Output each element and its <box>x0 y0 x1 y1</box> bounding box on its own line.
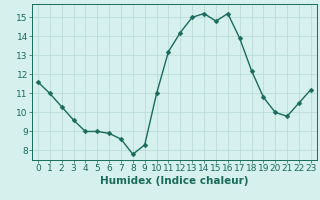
X-axis label: Humidex (Indice chaleur): Humidex (Indice chaleur) <box>100 176 249 186</box>
